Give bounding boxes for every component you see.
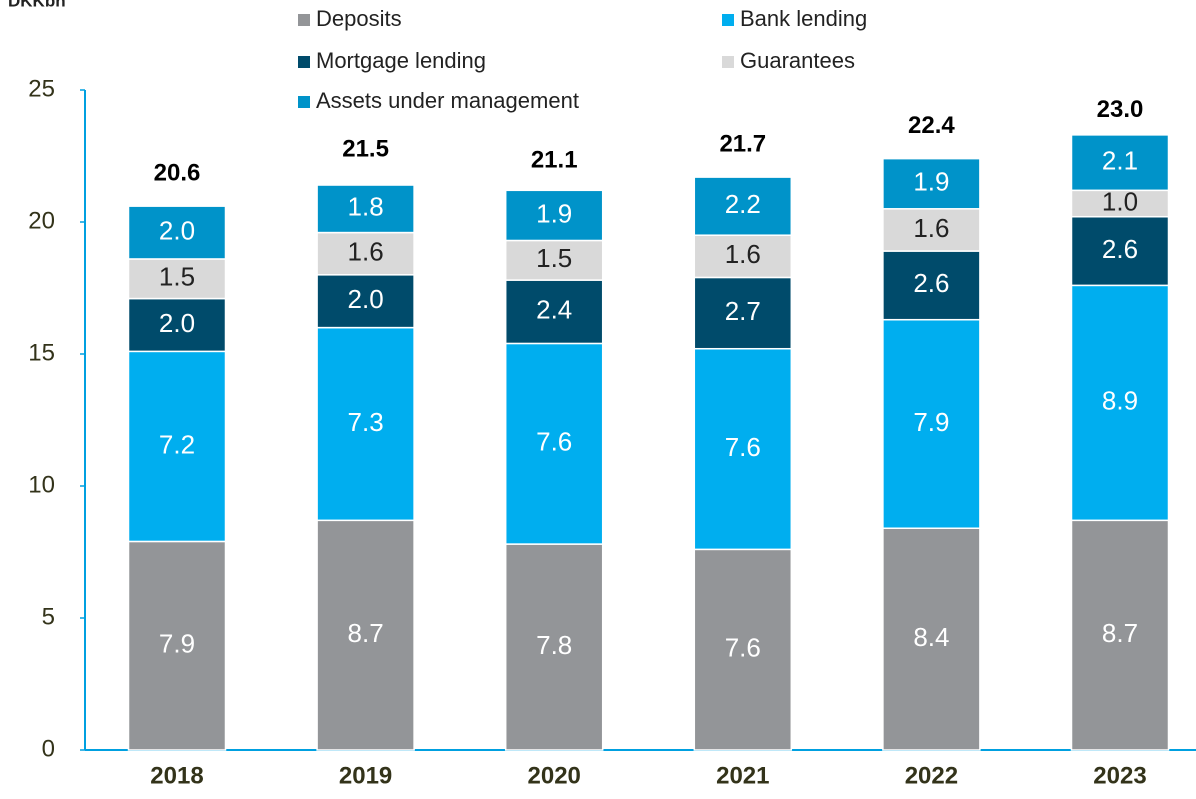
legend-swatch: [722, 56, 734, 68]
segment-label: 2.4: [536, 295, 572, 325]
total-label: 21.1: [531, 146, 578, 173]
bar-segment: [693, 276, 793, 350]
y-tick-label: 5: [42, 603, 55, 630]
total-label: 21.7: [719, 130, 766, 157]
segment-label: 1.8: [348, 192, 384, 222]
segment-label: 7.9: [913, 407, 949, 437]
bar-segment: [504, 543, 604, 751]
segment-label: 1.6: [725, 239, 761, 269]
segment-label: 2.6: [1102, 234, 1138, 264]
bar-segment: [316, 274, 415, 329]
segment-label: 7.2: [159, 429, 195, 459]
legend-label: Deposits: [316, 6, 402, 31]
bar-segment: [504, 189, 604, 242]
x-tick-label: 2021: [716, 762, 769, 789]
x-tick-label: 2022: [905, 762, 958, 789]
total-label: 22.4: [908, 112, 955, 139]
segment-label: 1.6: [348, 237, 384, 267]
bar-segment: [693, 176, 793, 236]
x-tick-label: 2023: [1093, 762, 1146, 789]
bar-segment: [1070, 519, 1170, 751]
bar-segment: [316, 184, 415, 234]
segment-label: 7.3: [348, 407, 384, 437]
legend-swatch: [298, 96, 310, 108]
y-tick-label: 20: [28, 207, 55, 234]
segment-label: 7.6: [725, 633, 761, 663]
x-tick-label: 2020: [528, 762, 581, 789]
legend-swatch: [722, 14, 734, 26]
bar-segment: [316, 231, 415, 276]
y-axis-label: DKKbn: [8, 0, 66, 10]
segment-label: 2.1: [1102, 145, 1138, 175]
segment-label: 7.9: [159, 629, 195, 659]
segment-label: 2.0: [348, 284, 384, 314]
segment-label: 8.9: [1102, 386, 1138, 416]
bar-segment: [1070, 189, 1170, 218]
bar-segment: [1070, 284, 1170, 522]
segment-label: 2.6: [913, 268, 949, 298]
bar-segment: [1070, 134, 1170, 192]
segment-label: 1.6: [913, 213, 949, 243]
segment-label: 8.7: [348, 618, 384, 648]
bar-segment: [882, 527, 981, 751]
legend-label: Bank lending: [740, 6, 867, 31]
bar-segment: [882, 157, 981, 210]
legend-label: Guarantees: [740, 48, 855, 73]
segment-label: 2.7: [725, 296, 761, 326]
legend-label: Assets under management: [316, 88, 579, 113]
segment-label: 7.8: [536, 630, 572, 660]
bar-segment: [127, 350, 227, 543]
segment-label: 2.0: [159, 215, 195, 245]
segment-label: 8.7: [1102, 618, 1138, 648]
segment-label: 1.9: [536, 198, 572, 228]
total-label: 20.6: [154, 160, 201, 187]
y-tick-label: 10: [28, 471, 55, 498]
y-tick-label: 0: [42, 735, 55, 762]
bar-segment: [693, 347, 793, 551]
segment-label: 1.0: [1102, 186, 1138, 216]
segment-label: 1.5: [159, 262, 195, 292]
segment-label: 1.9: [913, 167, 949, 197]
legend-label: Mortgage lending: [316, 48, 486, 73]
segment-label: 1.5: [536, 243, 572, 273]
bar-segment: [127, 205, 227, 260]
segment-label: 7.6: [725, 432, 761, 462]
segment-label: 2.2: [725, 189, 761, 219]
y-tick-label: 25: [28, 75, 55, 102]
bar-segment: [882, 208, 981, 252]
segment-label: 2.0: [159, 308, 195, 338]
bar-segment: [127, 297, 227, 353]
bar-segment: [504, 342, 604, 545]
total-label: 23.0: [1097, 96, 1144, 123]
bar-segment: [504, 279, 604, 345]
total-label: 21.5: [342, 136, 389, 163]
bar-segment: [882, 250, 981, 321]
y-tick-label: 15: [28, 339, 55, 366]
bar-segment: [693, 234, 793, 279]
x-tick-label: 2018: [150, 762, 203, 789]
legend-swatch: [298, 14, 310, 26]
bar-segment: [127, 540, 227, 751]
segment-label: 8.4: [913, 622, 949, 652]
legend-swatch: [298, 56, 310, 68]
segment-label: 7.6: [536, 427, 572, 457]
bar-segment: [1070, 215, 1170, 287]
bar-segment: [882, 318, 981, 529]
x-tick-label: 2019: [339, 762, 392, 789]
